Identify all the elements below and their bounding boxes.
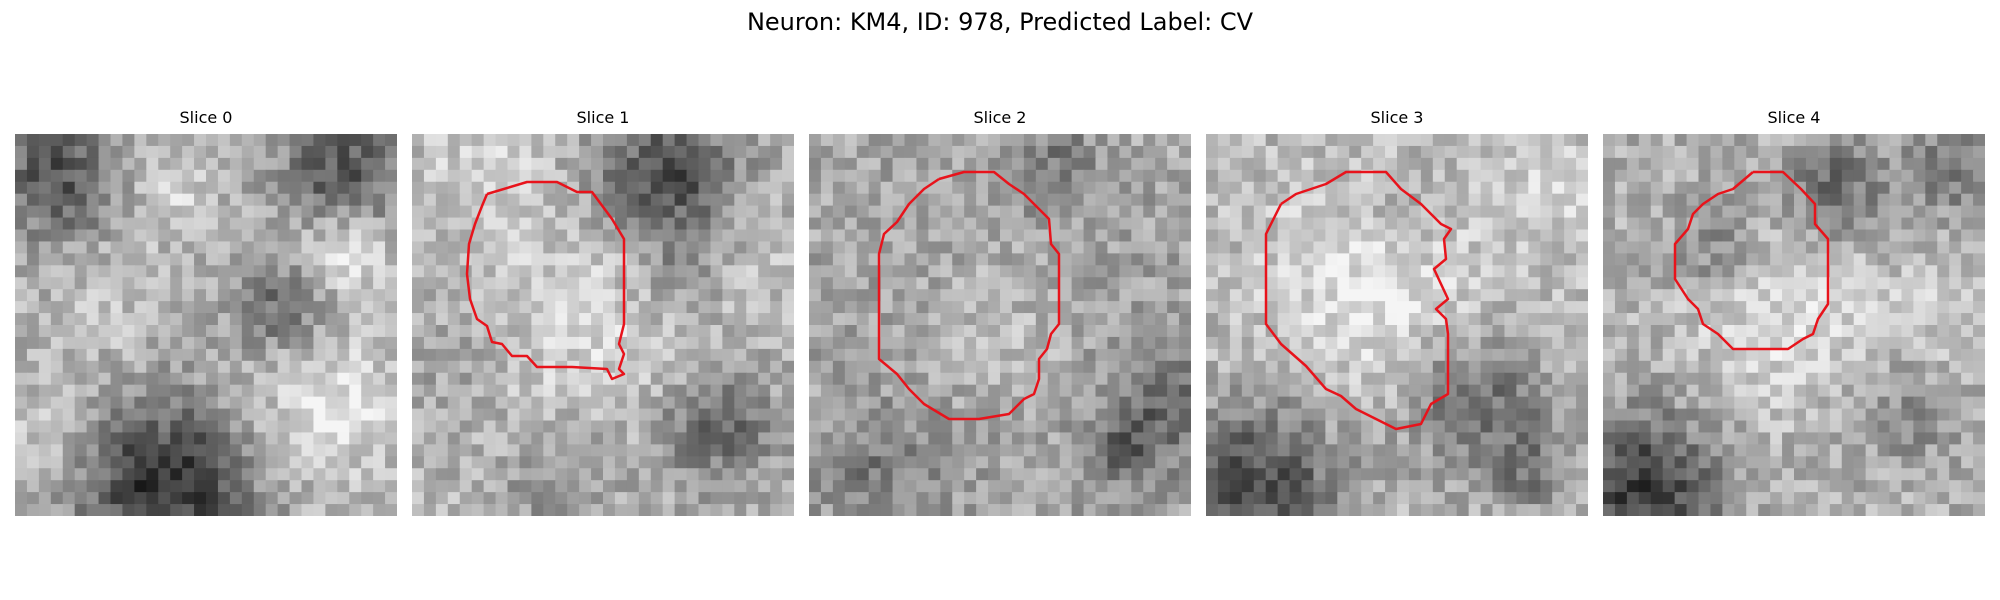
segmentation-contour-2 <box>877 170 1061 421</box>
slice-image-0 <box>15 134 397 516</box>
slice-image-2 <box>809 134 1191 516</box>
grayscale-pixels-4 <box>1603 134 1985 516</box>
slice-title-1: Slice 1 <box>576 108 630 127</box>
slice-title-4: Slice 4 <box>1767 108 1821 127</box>
slice-image-4 <box>1603 134 1985 516</box>
slice-panel-2: Slice 2 <box>809 108 1191 516</box>
slice-title-2: Slice 2 <box>973 108 1027 127</box>
segmentation-contour-1 <box>465 180 626 381</box>
grayscale-pixels-3 <box>1206 134 1588 516</box>
grayscale-pixels-0 <box>15 134 397 516</box>
segmentation-contour-3 <box>1264 170 1453 431</box>
figure-title: Neuron: KM4, ID: 978, Predicted Label: C… <box>746 8 1254 36</box>
slice-panel-3: Slice 3 <box>1206 108 1588 516</box>
segmentation-contour-4 <box>1673 170 1830 351</box>
slice-panel-1: Slice 1 <box>412 108 794 516</box>
slice-image-1 <box>412 134 794 516</box>
slice-title-3: Slice 3 <box>1370 108 1424 127</box>
slice-panel-4: Slice 4 <box>1603 108 1985 516</box>
slice-image-3 <box>1206 134 1588 516</box>
grayscale-pixels-1 <box>412 134 794 516</box>
slice-panel-0: Slice 0 <box>15 108 397 516</box>
slice-title-0: Slice 0 <box>179 108 233 127</box>
grayscale-pixels-2 <box>809 134 1191 516</box>
